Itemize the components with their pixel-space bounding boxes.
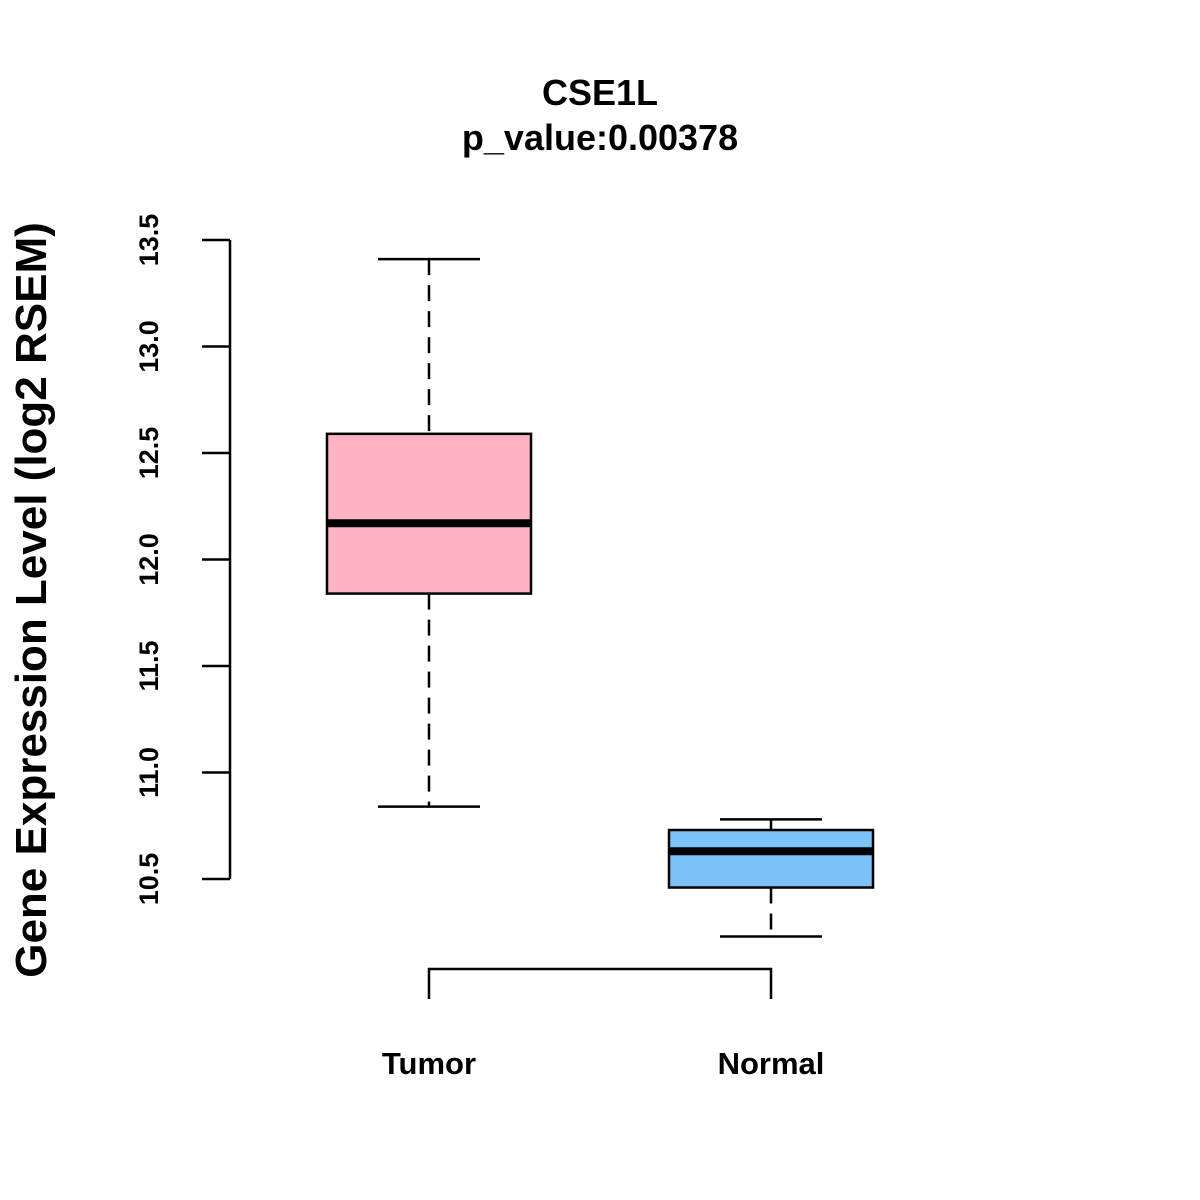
boxes xyxy=(325,257,875,938)
y-tick-label: 12.0 xyxy=(134,533,164,586)
x-category-label-normal: Normal xyxy=(718,1046,825,1081)
y-tick-label: 13.0 xyxy=(134,320,164,373)
x-axis-categories: Tumor Normal xyxy=(382,1046,824,1081)
x-category-label-tumor: Tumor xyxy=(382,1046,476,1081)
bracket-line xyxy=(427,967,773,999)
normal-box xyxy=(667,818,875,938)
y-tick-label: 13.5 xyxy=(134,214,164,267)
normal-iqr-box xyxy=(667,828,875,889)
chart-title: CSE1L xyxy=(542,72,658,113)
tumor-box xyxy=(325,257,533,808)
y-tick-label: 10.5 xyxy=(134,853,164,906)
y-tick-label: 12.5 xyxy=(134,427,164,480)
y-axis-label: Gene Expression Level (log2 RSEM) xyxy=(7,222,56,978)
chart-subtitle: p_value:0.00378 xyxy=(462,117,738,158)
tumor-iqr-box xyxy=(325,432,533,595)
y-tick-label: 11.0 xyxy=(134,747,164,798)
comparison-bracket xyxy=(427,967,773,999)
y-tick-label: 11.5 xyxy=(134,640,164,691)
y-axis: 10.5 11.0 11.5 12.0 12.5 13.0 13.5 xyxy=(134,214,232,906)
